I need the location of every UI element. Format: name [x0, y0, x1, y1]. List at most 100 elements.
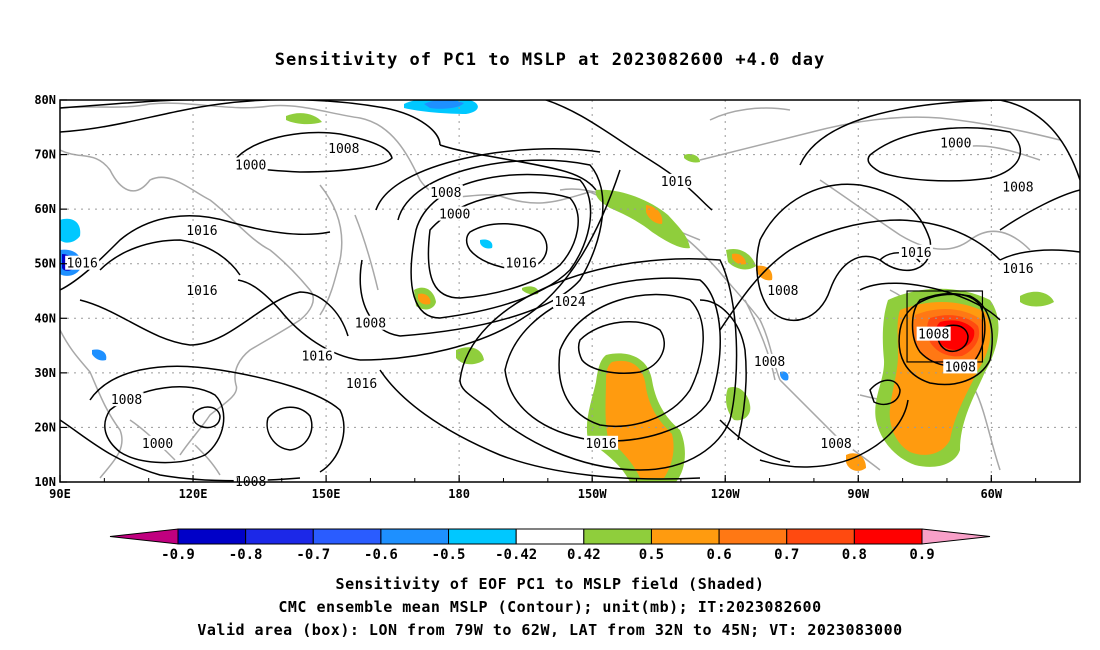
colorbar-swatch — [583, 528, 652, 545]
contour-label: 1008 — [754, 355, 785, 370]
colorbar-swatch — [650, 528, 720, 545]
contour-label-bg — [504, 255, 539, 270]
contour-label-bg — [898, 244, 933, 259]
y-tick-label: 80N — [34, 93, 56, 107]
contour-label: 1016 — [186, 284, 217, 299]
contour-label-bg — [326, 141, 361, 156]
colorbar-label: -0.8 — [229, 547, 263, 563]
colorbar-swatch — [853, 528, 923, 545]
colorbar-label: -0.6 — [364, 547, 398, 563]
colorbar-swatch — [515, 528, 585, 545]
colorbar-label: 0.42 — [567, 547, 601, 563]
x-tick-label: 150W — [578, 487, 608, 501]
contour-label: 1016 — [346, 377, 377, 392]
x-tick-label: 180 — [448, 487, 470, 501]
x-tick-label: 90W — [847, 487, 869, 501]
contour-label: 1016 — [1002, 262, 1033, 277]
colorbar-label: 0.6 — [706, 547, 731, 563]
y-tick-label: 50N — [34, 257, 56, 271]
x-tick-label: 150E — [312, 487, 341, 501]
x-tick-label: 120E — [179, 487, 208, 501]
contour-label-bg — [938, 135, 973, 150]
contour-label-bg — [65, 255, 100, 270]
contour-label-bg — [943, 359, 978, 374]
contour-label: 1008 — [430, 186, 461, 201]
colorbar-max-triangle — [921, 528, 991, 545]
y-tick-label: 40N — [34, 311, 56, 325]
x-tick-label: 60W — [980, 487, 1002, 501]
y-tick-label: 70N — [34, 148, 56, 162]
colorbar-label: -0.42 — [495, 547, 537, 563]
contour-label: 1016 — [585, 437, 616, 452]
contour-label-bg — [752, 353, 787, 368]
contour-label-bg — [584, 435, 619, 450]
contour-label-bg — [184, 222, 219, 237]
colorbar-min-triangle — [109, 528, 179, 545]
colorbar-label: 0.7 — [774, 547, 799, 563]
map-axes: 90E 120E 150E 180 150W 120W 90W 60W 10N 20N 30N 40N… — [34, 93, 1037, 501]
contour-labels: 1000 1008 1008 1000 1016 1016 1016 1008 1016 1016… — [65, 135, 1035, 490]
contour-label: 1008 — [328, 142, 359, 157]
contour-label-bg — [300, 348, 335, 363]
contour-label-bg — [659, 173, 694, 188]
contour-label-bg — [140, 435, 175, 450]
contour-label: 1000 — [439, 208, 470, 223]
contour-label: 1016 — [67, 257, 98, 272]
contour-label: 1000 — [235, 158, 266, 173]
contour-label: 1008 — [1002, 180, 1033, 195]
y-tick-label: 20N — [34, 420, 56, 434]
contour-label-bg — [353, 315, 388, 330]
caption-line-1: Sensitivity of EOF PC1 to MSLP field (Sh… — [335, 575, 765, 593]
colorbar-label: 0.8 — [842, 547, 867, 563]
contour-label-bg — [1000, 261, 1035, 276]
caption-line-2: CMC ensemble mean MSLP (Contour); unit(m… — [278, 598, 822, 616]
contour-label: 1016 — [506, 257, 537, 272]
contour-label-bg — [553, 293, 587, 308]
contour-label-bg — [819, 435, 854, 450]
contour-label: 1008 — [355, 317, 386, 332]
contour-label-bg — [109, 392, 144, 407]
colorbar-label: -0.9 — [161, 547, 195, 563]
x-tick-label: 120W — [711, 487, 741, 501]
colorbar-swatch — [312, 528, 382, 545]
contour-label-bg — [437, 206, 472, 221]
colorbar-label: 0.5 — [639, 547, 664, 563]
contour-label-bg — [184, 283, 219, 297]
y-tick-label: 30N — [34, 366, 56, 380]
x-tick-label: 90E — [49, 487, 71, 501]
contour-label-bg — [233, 474, 268, 488]
contour-label-bg — [344, 375, 379, 390]
contour-label: 1016 — [661, 175, 692, 190]
colorbar-label: -0.5 — [432, 547, 466, 563]
colorbar-swatch — [786, 528, 855, 545]
y-tick-label: 10N — [34, 475, 56, 489]
contour-label: 1016 — [900, 246, 931, 261]
colorbar-swatch — [177, 528, 247, 545]
y-tick-label: 60N — [34, 202, 56, 216]
contour-label-bg — [428, 184, 463, 199]
contour-label: 1016 — [186, 224, 217, 239]
colorbar-swatch — [380, 528, 450, 545]
map-frame — [59, 99, 1081, 483]
contour-label: 1008 — [945, 360, 976, 375]
contour-label: 1008 — [918, 328, 949, 343]
contour-label-bg — [765, 283, 800, 297]
colorbar-swatch — [448, 528, 517, 545]
contour-label-bg — [916, 326, 951, 341]
contour-label-bg — [1000, 179, 1035, 194]
caption-line-3: Valid area (box): LON from 79W to 62W, L… — [197, 621, 903, 639]
contour-label: 1008 — [111, 393, 142, 408]
colorbar: -0.9 -0.8 -0.7 -0.6 -0.5 -0.42 0.42 0.5 0.6 0.7 0.… — [109, 528, 991, 563]
contour-label: 1008 — [767, 284, 798, 299]
contour-label: 1000 — [940, 137, 971, 152]
contour-label: 1024 — [554, 295, 585, 310]
contour-label: 1000 — [142, 437, 173, 452]
colorbar-swatch — [245, 528, 314, 545]
contour-label: 1016 — [302, 349, 333, 364]
contour-label-bg — [233, 157, 268, 172]
page-title: Sensitivity of PC1 to MSLP at 2023082600… — [274, 50, 826, 70]
colorbar-swatch — [718, 528, 788, 545]
colorbar-label: 0.9 — [909, 547, 934, 563]
colorbar-label: -0.7 — [296, 547, 330, 563]
